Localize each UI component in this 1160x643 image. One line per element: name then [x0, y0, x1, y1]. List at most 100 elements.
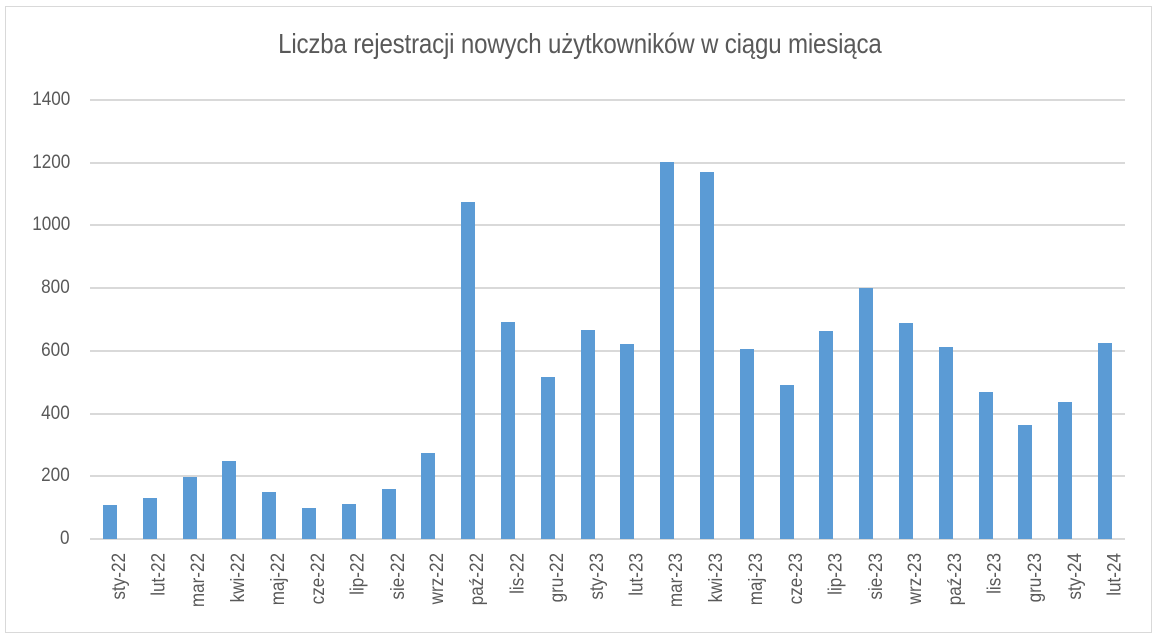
x-tick-text: paź-23	[944, 553, 966, 606]
x-tick-label: lut-22	[140, 553, 170, 623]
bar[interactable]	[102, 505, 117, 539]
x-tick-label: wrz-23	[896, 553, 926, 623]
x-tick-text: mar-22	[188, 553, 210, 608]
x-tick-label: lip-22	[339, 553, 369, 623]
x-tick-text: lis-23	[984, 553, 1006, 594]
x-tick-text: sie-23	[865, 553, 887, 600]
x-tick-label: sty-24	[1055, 553, 1085, 623]
x-tick-label: mar-22	[180, 553, 210, 623]
y-tick-label: 800	[0, 278, 70, 298]
bar[interactable]	[700, 172, 715, 539]
x-tick-label: lut-24	[1095, 553, 1125, 623]
x-tick-label: gru-22	[538, 553, 568, 623]
chart-title: Liczba rejestracji nowych użytkowników w…	[0, 28, 1160, 60]
bar[interactable]	[301, 507, 316, 539]
gridline	[90, 538, 1125, 540]
x-tick-text: lut-23	[626, 553, 648, 596]
x-tick-text: sty-22	[108, 553, 130, 600]
bar[interactable]	[620, 343, 635, 539]
x-tick-label: lis-22	[498, 553, 528, 623]
x-tick-text: kwi-22	[228, 553, 250, 603]
x-tick-text: lut-24	[1104, 553, 1126, 596]
y-tick-text: 400	[41, 402, 70, 424]
bar[interactable]	[739, 349, 754, 539]
bar[interactable]	[500, 322, 515, 539]
bar[interactable]	[978, 391, 993, 539]
y-tick-text: 800	[41, 277, 70, 299]
x-tick-text: sty-24	[1064, 553, 1086, 600]
gridline	[90, 475, 1125, 478]
x-tick-label: lis-23	[976, 553, 1006, 623]
x-tick-text: kwi-23	[706, 553, 728, 603]
bar[interactable]	[461, 201, 476, 539]
bar[interactable]	[262, 491, 277, 539]
bar[interactable]	[1018, 424, 1033, 539]
y-tick-text: 0	[60, 528, 70, 549]
gridline	[90, 349, 1125, 352]
x-tick-text: paź-22	[467, 553, 489, 606]
x-tick-text: lut-22	[148, 553, 170, 596]
x-tick-label: paź-22	[458, 553, 488, 623]
gridline	[90, 224, 1125, 227]
chart-title-text: Liczba rejestracji nowych użytkowników w…	[278, 28, 882, 59]
bar[interactable]	[779, 385, 794, 539]
y-tick-label: 600	[0, 339, 70, 361]
gridline	[90, 99, 1125, 101]
bar[interactable]	[938, 347, 953, 539]
y-tick-label: 400	[0, 402, 70, 424]
bar[interactable]	[660, 161, 675, 539]
bar[interactable]	[421, 453, 436, 539]
x-tick-label: sty-23	[578, 553, 608, 623]
x-tick-label: maj-23	[737, 553, 767, 623]
y-tick-text: 200	[41, 465, 70, 487]
gridline	[90, 161, 1125, 164]
x-tick-label: kwi-23	[697, 553, 727, 623]
x-tick-label: wrz-22	[418, 553, 448, 623]
x-tick-label: sty-22	[100, 553, 130, 623]
y-tick-text: 1400	[31, 89, 70, 110]
x-tick-text: lis-22	[506, 553, 528, 594]
x-tick-label: sie-23	[856, 553, 886, 623]
gridline	[90, 412, 1125, 415]
bar[interactable]	[182, 476, 197, 539]
bar[interactable]	[859, 287, 874, 539]
x-tick-text: gru-23	[1024, 553, 1046, 603]
bar[interactable]	[819, 331, 834, 539]
y-tick-label: 1400	[0, 90, 70, 110]
x-tick-text: maj-22	[268, 553, 290, 606]
x-tick-label: maj-22	[259, 553, 289, 623]
bar[interactable]	[341, 503, 356, 539]
x-tick-label: cze-23	[777, 553, 807, 623]
x-tick-text: sty-23	[586, 553, 608, 600]
y-tick-label: 0	[0, 529, 70, 549]
gridline	[90, 287, 1125, 290]
x-tick-text: mar-23	[666, 553, 688, 608]
x-tick-text: sie-22	[387, 553, 409, 600]
x-tick-text: lip-23	[825, 553, 847, 595]
x-tick-label: sie-22	[379, 553, 409, 623]
plot-area	[90, 99, 1125, 540]
x-tick-label: lip-23	[816, 553, 846, 623]
y-tick-label: 200	[0, 466, 70, 486]
y-tick-label: 1200	[0, 151, 70, 173]
x-tick-text: lip-22	[347, 553, 369, 595]
x-tick-text: cze-22	[307, 553, 329, 605]
bar[interactable]	[142, 497, 157, 539]
x-tick-text: cze-23	[785, 553, 807, 605]
y-tick-label: 1000	[0, 215, 70, 235]
x-tick-label: cze-22	[299, 553, 329, 623]
bar[interactable]	[1098, 343, 1113, 539]
bar[interactable]	[1058, 401, 1073, 539]
x-tick-label: lut-23	[617, 553, 647, 623]
bar[interactable]	[899, 323, 914, 539]
x-tick-text: wrz-22	[427, 553, 449, 605]
bar[interactable]	[540, 376, 555, 539]
bar[interactable]	[580, 330, 595, 539]
x-tick-text: maj-23	[745, 553, 767, 606]
bar[interactable]	[381, 488, 396, 539]
y-tick-text: 1200	[31, 151, 70, 173]
x-tick-label: mar-23	[657, 553, 687, 623]
y-tick-text: 600	[41, 339, 70, 361]
bar[interactable]	[222, 460, 237, 539]
x-tick-text: wrz-23	[905, 553, 927, 605]
